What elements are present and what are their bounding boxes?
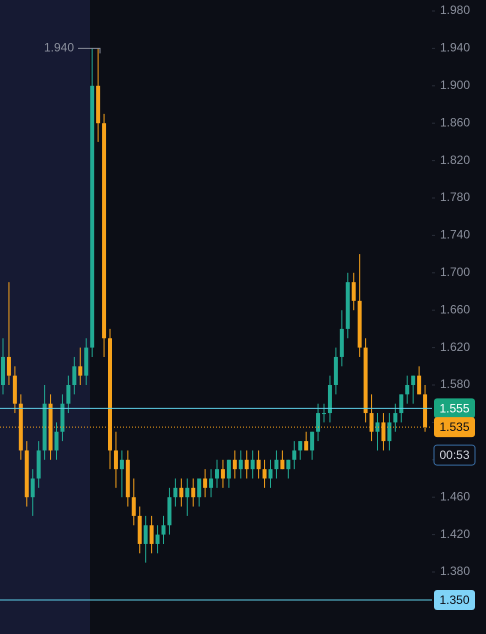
candle-body: [179, 487, 184, 498]
candle-body: [54, 431, 59, 451]
candle-body: [417, 375, 422, 395]
y-tick-label: 1.580: [440, 377, 470, 391]
candle-body: [12, 375, 17, 404]
candle-body: [298, 441, 303, 451]
candle-body: [381, 422, 386, 442]
countdown: 00:53: [439, 448, 469, 462]
candle-body: [48, 403, 53, 451]
price-label-box: [434, 398, 475, 419]
candle-body: [125, 459, 130, 498]
candle-body: [149, 525, 154, 544]
candle-body: [113, 450, 118, 470]
candle-body: [30, 478, 35, 498]
candle-body: [345, 282, 350, 329]
candle-body: [399, 394, 404, 414]
candle-body: [375, 422, 380, 432]
candle-body: [357, 300, 362, 348]
candle-body: [411, 375, 416, 385]
candle-body: [173, 487, 178, 498]
y-tick-label: 1.660: [440, 302, 470, 316]
candle-body: [393, 413, 398, 423]
y-tick-label: 1.620: [440, 340, 470, 354]
y-tick-label: 1.420: [440, 527, 470, 541]
candle-body: [143, 525, 148, 544]
candle-body: [238, 459, 243, 470]
candle-body: [310, 431, 315, 451]
countdown-box: [433, 444, 476, 466]
candle-body: [226, 459, 231, 479]
candle-body: [423, 394, 428, 428]
candle-body: [137, 515, 142, 544]
candle-body: [191, 487, 196, 498]
candle-body: [197, 478, 202, 498]
candle-body: [268, 469, 273, 479]
candle-body: [60, 403, 65, 432]
candle-body: [18, 403, 23, 451]
candle-body: [155, 534, 160, 544]
candle-body: [405, 385, 410, 395]
y-tick-label: 1.740: [440, 228, 470, 242]
y-tick-label: 1.700: [440, 265, 470, 279]
candle-body: [220, 469, 225, 479]
candle-body: [351, 282, 356, 301]
y-tick-label: 1.980: [440, 3, 470, 17]
candle-body: [339, 328, 344, 357]
y-tick-label: 1.820: [440, 153, 470, 167]
candle-body: [280, 459, 285, 470]
y-tick-label: 1.900: [440, 78, 470, 92]
candle-body: [209, 478, 214, 488]
y-tick-label: 1.460: [440, 489, 470, 503]
y-tick-label: 1.780: [440, 190, 470, 204]
session-shade: [0, 0, 90, 634]
price-label-box: [434, 417, 475, 438]
high-marker-line: [78, 47, 101, 54]
candle-body: [387, 422, 392, 442]
candle-body: [262, 469, 267, 479]
candle-body: [90, 85, 95, 348]
candle-body: [161, 525, 166, 535]
candle-body: [333, 356, 338, 385]
y-tick-label: 1.940: [440, 41, 470, 55]
candle-body: [72, 366, 77, 385]
candle-body: [316, 413, 321, 432]
candle-body: [292, 450, 297, 460]
candle-body: [244, 459, 249, 470]
candle-body: [24, 450, 29, 498]
candle-body: [96, 85, 101, 124]
candle-body: [250, 459, 255, 470]
candle-body: [322, 413, 326, 415]
candle-body: [119, 459, 124, 470]
candle-body: [36, 450, 41, 479]
candle-body: [42, 403, 47, 451]
y-tick-label: 1.860: [440, 115, 470, 129]
candle-body: [232, 459, 237, 470]
candle-body: [327, 385, 332, 414]
candle-body: [66, 385, 71, 404]
candle-body: [84, 347, 89, 376]
candle-body: [369, 413, 374, 432]
candle-body: [102, 123, 107, 339]
candle-body: [1, 356, 5, 385]
candle-body: [256, 459, 261, 470]
candle-body: [185, 487, 190, 498]
price-label: 1.555: [439, 402, 469, 416]
price-label-box: [434, 590, 475, 611]
price-label: 1.350: [439, 593, 469, 607]
y-tick-label: 1.380: [440, 564, 470, 578]
candle-body: [363, 347, 368, 414]
candle-body: [203, 478, 208, 488]
candle-body: [131, 497, 136, 516]
candle-body: [78, 366, 83, 376]
candle-body: [274, 459, 279, 470]
candle-body: [6, 356, 11, 376]
price-label: 1.535: [439, 420, 469, 434]
candle-body: [167, 497, 172, 526]
high-marker-label: 1.940: [44, 41, 74, 55]
candle-body: [304, 441, 309, 451]
candle-body: [286, 459, 291, 470]
candle-body: [215, 469, 219, 479]
candle-body: [108, 338, 112, 451]
